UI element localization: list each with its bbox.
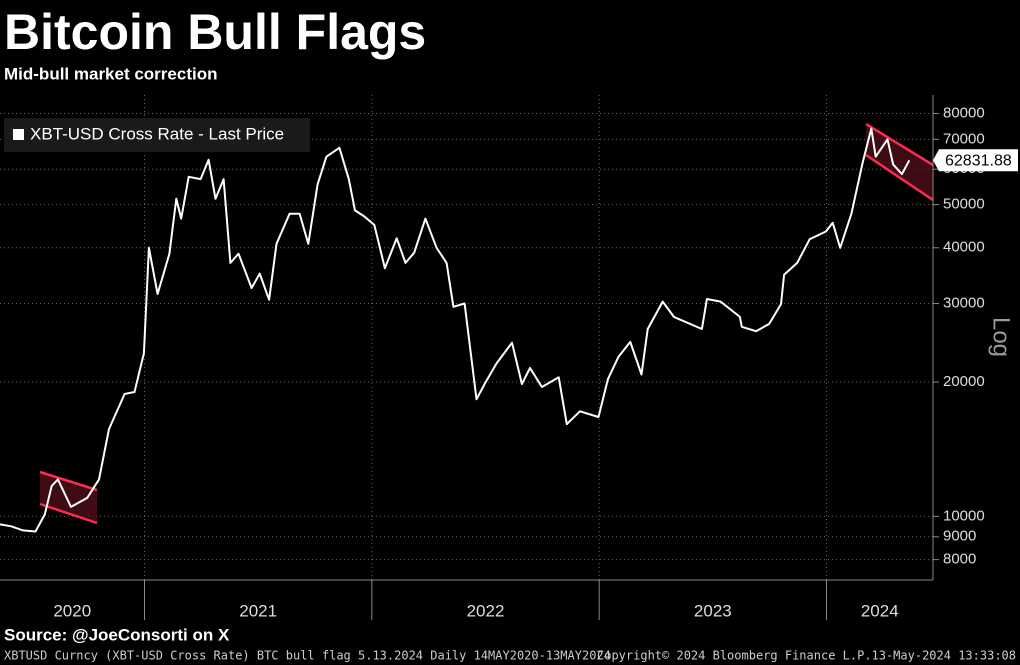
- legend-entry: XBT-USD Cross Rate - Last Price: [30, 124, 284, 143]
- y-tick-label: 8000: [943, 551, 976, 568]
- last-price-label: 62831.88: [945, 152, 1012, 169]
- y-tick-label: 20000: [943, 373, 985, 390]
- chart-title: Bitcoin Bull Flags: [4, 4, 426, 60]
- x-tick-label: 2024: [861, 601, 899, 620]
- source: Source: @JoeConsorti on X: [4, 625, 230, 644]
- y-tick-label: 30000: [943, 294, 985, 311]
- y-tick-label: 9000: [943, 528, 976, 545]
- x-tick-label: 2021: [239, 601, 277, 620]
- flag-line: [39, 470, 98, 492]
- flag-line: [865, 153, 934, 202]
- footer-left: XBTUSD Curncy (XBT-USD Cross Rate) BTC b…: [4, 649, 611, 663]
- x-tick-label: 2022: [467, 601, 505, 620]
- y-tick-label: 70000: [943, 130, 985, 147]
- chart-subtitle: Mid-bull market correction: [4, 64, 217, 83]
- x-tick-label: 2023: [694, 601, 732, 620]
- y-tick-label: 10000: [943, 507, 985, 524]
- legend-box: [4, 118, 310, 152]
- flag-line: [39, 502, 98, 525]
- y-axis-label: Log: [988, 317, 1015, 357]
- flag-line: [865, 122, 934, 167]
- footer-center: Copyright© 2024 Bloomberg Finance L.P.: [597, 649, 872, 663]
- flag-fill: [866, 124, 933, 200]
- y-tick-label: 50000: [943, 195, 985, 212]
- price-line: [0, 127, 911, 533]
- footer-right: 13-May-2024 13:33:08: [872, 649, 1017, 663]
- x-tick-label: 2020: [53, 601, 91, 620]
- last-price-box: [933, 149, 1018, 172]
- y-tick-label: 40000: [943, 239, 985, 256]
- legend-swatch: [13, 129, 24, 140]
- y-tick-label: 80000: [943, 104, 985, 121]
- flag-fill: [40, 472, 97, 523]
